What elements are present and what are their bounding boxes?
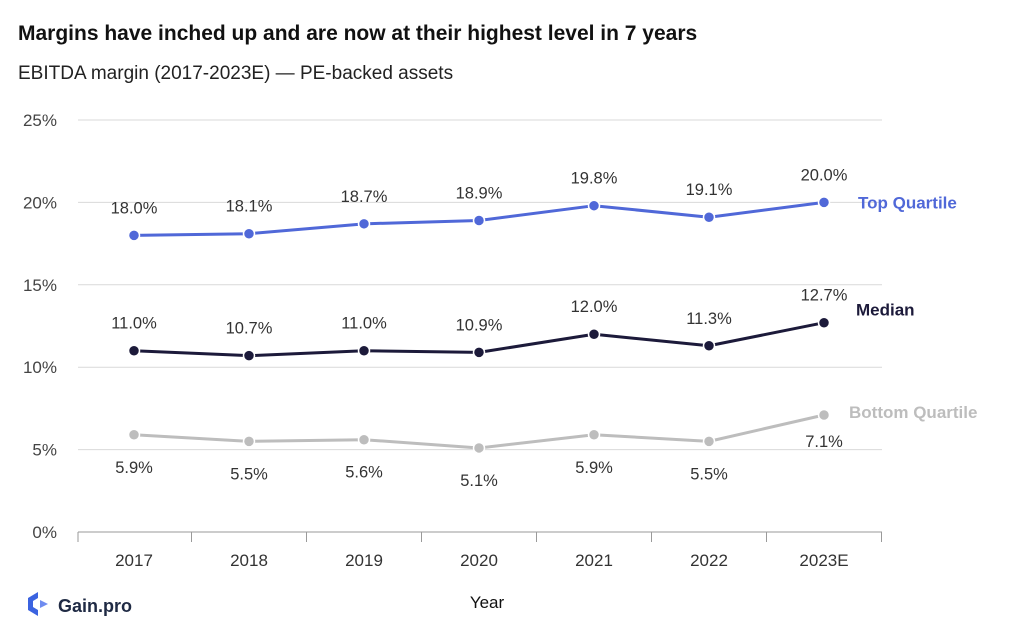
data-point [127,428,141,442]
data-label: 5.9% [575,459,613,477]
data-point [472,214,486,227]
data-label: 5.5% [230,465,268,483]
y-tick-label: 25% [23,111,57,130]
data-point [817,408,831,422]
brand-logo: Gain.pro [24,590,132,623]
data-point [587,199,601,212]
y-tick-label: 0% [32,523,57,542]
data-label: 10.7% [226,320,273,338]
data-point [817,196,831,209]
data-point [817,316,831,329]
data-label: 19.1% [686,181,733,199]
x-tick-label: 2023E [799,551,848,570]
x-axis-title: Year [470,593,505,612]
x-tick-label: 2018 [230,551,268,570]
data-label: 18.1% [226,198,273,216]
chart-subtitle: EBITDA margin (2017-2023E) — PE-backed a… [18,63,454,84]
data-point [357,433,371,446]
data-point [242,435,256,448]
data-point [702,339,716,353]
data-label: 7.1% [805,433,843,451]
data-point [242,349,256,362]
data-point [127,344,141,357]
data-label: 18.7% [341,188,388,206]
data-label: 20.0% [801,166,848,184]
series-label: Bottom Quartile [849,403,977,422]
data-label: 11.0% [111,315,157,333]
data-point [702,210,716,224]
gain-logo-icon [24,590,52,623]
y-tick-label: 5% [32,441,57,460]
data-label: 19.8% [571,170,618,188]
data-label: 11.3% [686,310,732,328]
y-tick-label: 20% [23,193,57,212]
data-label: 5.9% [115,459,153,477]
data-point [357,344,371,357]
x-tick-label: 2017 [115,551,153,570]
data-label: 12.0% [571,298,618,316]
x-tick-label: 2020 [460,551,498,570]
data-label: 5.5% [690,465,728,483]
series-label: Top Quartile [858,193,957,212]
x-tick-label: 2021 [575,551,613,570]
data-point [472,346,486,359]
x-tick-label: 2022 [690,551,728,570]
data-point [587,327,601,341]
data-point [242,227,256,240]
data-label: 5.6% [345,464,383,482]
data-point [127,229,141,242]
brand-name: Gain.pro [58,596,133,616]
chart-title: Margins have inched up and are now at th… [18,22,698,45]
data-label: 5.1% [460,472,498,490]
y-tick-label: 10% [23,358,57,377]
data-point [357,217,371,231]
data-label: 18.0% [111,199,158,217]
x-tick-label: 2019 [345,551,383,570]
data-label: 11.0% [341,315,387,333]
data-point [472,441,486,455]
data-label: 18.9% [456,185,503,203]
data-point [702,435,716,448]
y-tick-label: 15% [23,276,57,295]
series-label: Median [856,301,915,320]
data-label: 10.9% [456,316,503,334]
data-label: 12.7% [801,287,848,305]
data-point [587,428,601,442]
